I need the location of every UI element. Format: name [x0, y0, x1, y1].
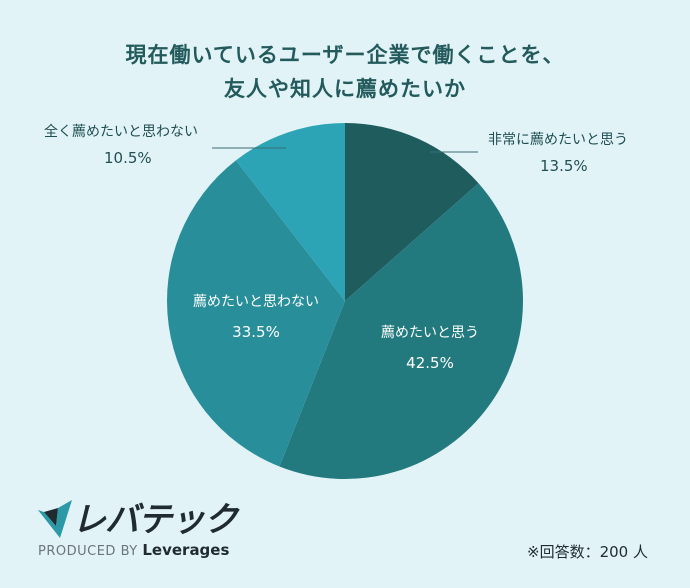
label-not-recommend: 薦めたいと思わない 33.5% — [176, 287, 336, 347]
slice-recommend — [279, 183, 523, 480]
title-line-2: 友人や知人に薦めたいか — [224, 77, 466, 101]
slice-not-at-all — [235, 123, 345, 301]
produced-company: Leverages — [142, 541, 230, 559]
label-not-at-all: 全く薦めたいと思わない 10.5% — [44, 119, 198, 171]
leverages-logo-icon — [38, 500, 72, 538]
slice-value-not-recommend: 33.5% — [232, 323, 280, 341]
slice-value-very-recommend: 13.5% — [540, 157, 588, 175]
produced-prefix: PRODUCED BY — [38, 544, 138, 559]
slice-value-not-at-all: 10.5% — [104, 149, 152, 167]
label-recommend: 薦めたいと思う 42.5% — [355, 318, 505, 378]
chart-title: 現在働いているユーザー企業で働くことを、 友人や知人に薦めたいか — [0, 38, 690, 106]
slice-label-very-recommend: 非常に薦めたいと思う — [488, 132, 628, 148]
slice-label-not-at-all: 全く薦めたいと思わない — [44, 124, 198, 140]
title-line-1: 現在働いているユーザー企業で働くことを、 — [125, 43, 565, 67]
respondent-count-note: ※回答数：200 人 — [527, 543, 648, 561]
brand-logo-text: レバテック — [72, 500, 238, 540]
slice-label-recommend: 薦めたいと思う — [381, 325, 479, 341]
label-very-recommend: 非常に薦めたいと思う 13.5% — [488, 127, 628, 179]
slice-very-recommend — [345, 123, 479, 301]
slice-label-not-recommend: 薦めたいと思わない — [193, 294, 319, 310]
slice-not-recommend — [166, 160, 345, 467]
slice-value-recommend: 42.5% — [406, 354, 454, 372]
produced-by: PRODUCED BY Leverages — [38, 541, 229, 559]
